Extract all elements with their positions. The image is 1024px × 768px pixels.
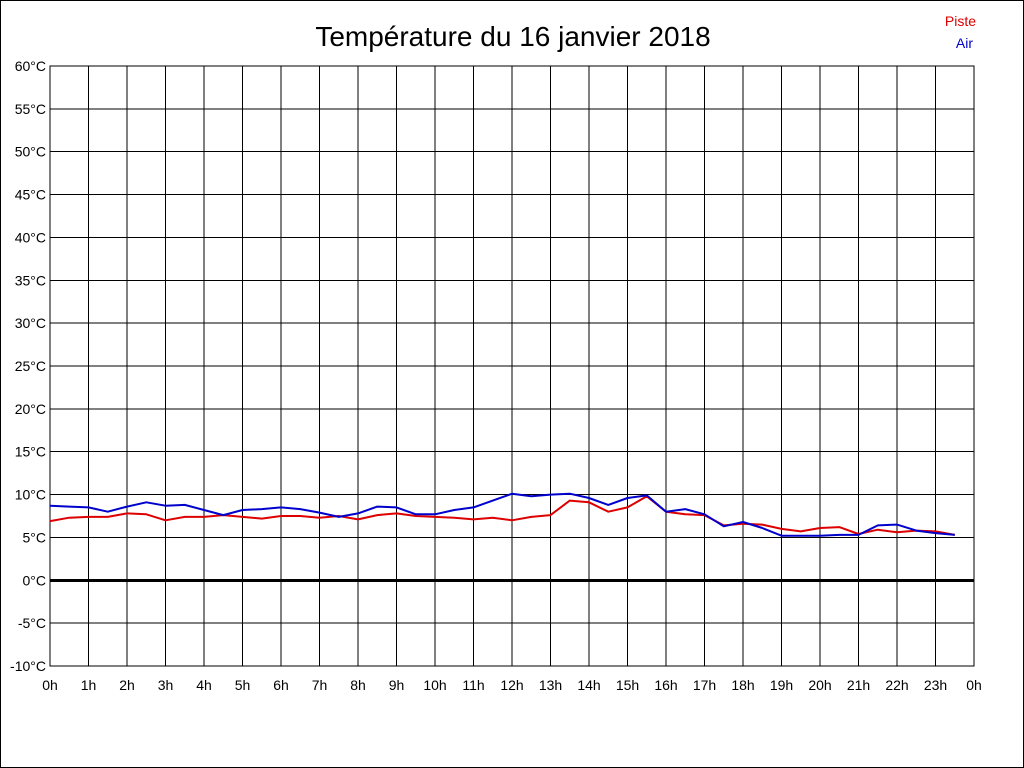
x-tick-label: 10h xyxy=(423,677,446,693)
x-tick-label: 21h xyxy=(847,677,870,693)
series-lines xyxy=(49,492,955,537)
x-tick-label: 15h xyxy=(616,677,639,693)
x-tick-label: 6h xyxy=(273,677,289,693)
x-tick-label: 7h xyxy=(312,677,328,693)
y-axis-ticks: 60°C 55°C 50°C 45°C 40°C 35°C 30°C 25°C 20°C 15°C… xyxy=(10,58,46,674)
y-tick-label: 40°C xyxy=(15,229,46,245)
x-tick-label: 5h xyxy=(235,677,251,693)
y-tick-label: 0°C xyxy=(23,572,47,588)
x-tick-label: 8h xyxy=(350,677,366,693)
x-tick-label: 1h xyxy=(81,677,97,693)
series-line-piste xyxy=(49,495,955,536)
y-tick-label: 15°C xyxy=(15,444,46,460)
y-tick-label: 20°C xyxy=(15,401,46,417)
y-tick-label: 35°C xyxy=(15,272,46,288)
y-tick-label: -10°C xyxy=(10,658,46,674)
x-tick-label: 20h xyxy=(808,677,831,693)
plot-border xyxy=(49,65,975,667)
legend-entry-piste: Piste xyxy=(945,13,976,29)
x-tick-label: 23h xyxy=(924,677,947,693)
x-tick-label: 22h xyxy=(885,677,908,693)
y-tick-label: 50°C xyxy=(15,144,46,160)
x-tick-label: 0h xyxy=(42,677,58,693)
x-tick-label: 13h xyxy=(539,677,562,693)
x-tick-label: 18h xyxy=(731,677,754,693)
x-tick-label: 17h xyxy=(693,677,716,693)
x-tick-label: 3h xyxy=(158,677,174,693)
x-tick-label: 0h xyxy=(966,677,982,693)
x-tick-label: 11h xyxy=(462,677,484,693)
x-tick-label: 4h xyxy=(196,677,212,693)
y-tick-label: 25°C xyxy=(15,358,46,374)
x-tick-label: 9h xyxy=(389,677,405,693)
x-tick-label: 2h xyxy=(119,677,135,693)
y-tick-label: 10°C xyxy=(15,487,46,503)
x-tick-label: 16h xyxy=(654,677,677,693)
chart-title: Température du 16 janvier 2018 xyxy=(315,21,710,52)
y-tick-label: 45°C xyxy=(15,187,46,203)
x-tick-label: 12h xyxy=(500,677,523,693)
legend: Piste Air xyxy=(945,13,976,51)
legend-entry-air: Air xyxy=(956,35,973,51)
y-tick-label: 60°C xyxy=(15,58,46,74)
series-line-air xyxy=(49,492,955,537)
x-tick-label: 19h xyxy=(770,677,793,693)
y-tick-label: 55°C xyxy=(15,101,46,117)
y-tick-label: 30°C xyxy=(15,315,46,331)
grid xyxy=(49,65,975,667)
y-tick-label: -5°C xyxy=(18,615,46,631)
y-tick-label: 5°C xyxy=(23,529,47,545)
x-axis-ticks: 0h 1h 2h 3h 4h 5h 6h 7h 8h 9h 10h 11h 12h 13h 14h 15h 16… xyxy=(42,677,982,693)
x-tick-label: 14h xyxy=(577,677,600,693)
